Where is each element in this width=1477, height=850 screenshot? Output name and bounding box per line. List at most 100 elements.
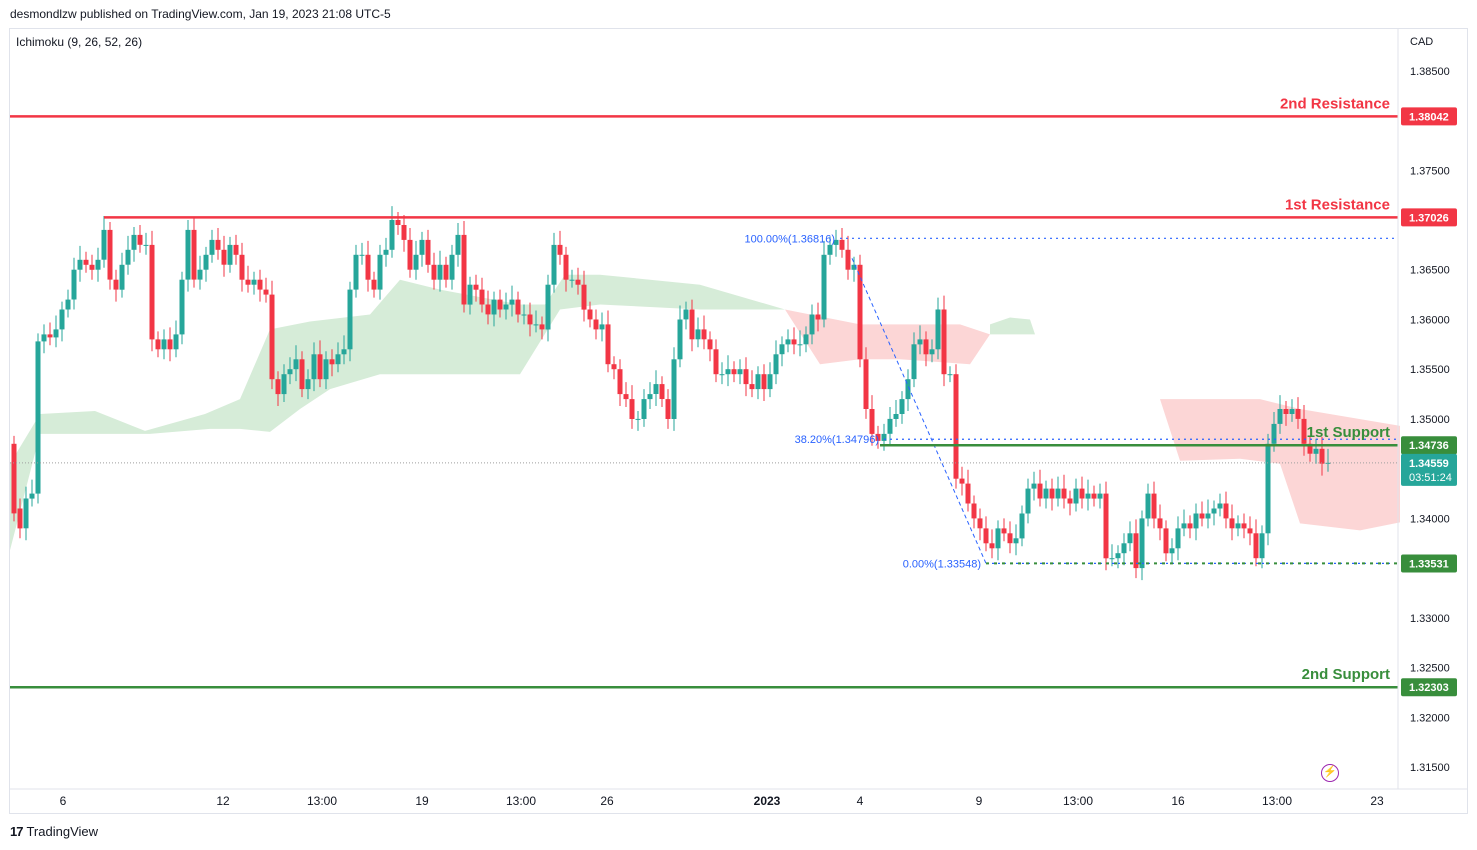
candle-down — [665, 399, 671, 419]
candle-up — [785, 339, 791, 345]
candle-down — [623, 394, 629, 400]
candle-up — [209, 239, 215, 255]
second-low-tag: 1.33531 — [1409, 558, 1449, 570]
candle-down — [1151, 493, 1157, 519]
candle-down — [299, 359, 305, 390]
candle-down — [137, 234, 143, 245]
candle-down — [1007, 533, 1013, 544]
candle-down — [443, 264, 449, 280]
candle-up — [737, 369, 743, 375]
candle-down — [563, 254, 569, 280]
candle-up — [779, 344, 785, 355]
candle-down — [479, 289, 485, 305]
candle-up — [1265, 443, 1271, 534]
candle-down — [167, 339, 173, 350]
candle-down — [461, 234, 467, 305]
candle-down — [515, 299, 521, 315]
candle-down — [1061, 488, 1067, 499]
current-price-tag-box — [1401, 453, 1457, 486]
candle-up — [1181, 523, 1187, 529]
candle-up — [671, 359, 677, 419]
candle-up — [719, 374, 725, 376]
candle-up — [1055, 488, 1061, 499]
candle-up — [359, 254, 365, 256]
candle-up — [1169, 548, 1175, 554]
candle-down — [857, 264, 863, 360]
indicator-label[interactable]: Ichimoku (9, 26, 52, 26) — [16, 35, 143, 49]
candle-up — [905, 379, 911, 400]
y-tick-label: 1.36000 — [1410, 314, 1450, 326]
candle-up — [533, 324, 539, 326]
candle-up — [767, 374, 773, 390]
candle-up — [173, 334, 179, 350]
candle-down — [1241, 523, 1247, 529]
candle-up — [803, 334, 809, 345]
candle-down — [1163, 528, 1169, 554]
candle-up — [1217, 503, 1223, 509]
level-name: 2nd Support — [1302, 666, 1390, 683]
candle-down — [689, 309, 695, 340]
tradingview-mark-icon: 17 — [10, 824, 24, 839]
candle-up — [419, 239, 425, 255]
candle-down — [1049, 488, 1055, 499]
candle-down — [923, 339, 929, 355]
candle-down — [431, 264, 437, 280]
candle-up — [1145, 493, 1151, 519]
candle-up — [1235, 523, 1241, 529]
candle-down — [407, 239, 413, 270]
candle-up — [347, 289, 353, 350]
candle-down — [1223, 503, 1229, 519]
candle-up — [521, 314, 527, 316]
level-price-tag: 1.38042 — [1409, 111, 1449, 123]
candle-down — [365, 254, 371, 280]
candle-down — [527, 314, 533, 325]
candle-down — [1307, 443, 1313, 454]
candle-down — [959, 478, 965, 484]
candle-up — [185, 229, 191, 280]
candle-up — [899, 399, 905, 414]
candle-up — [287, 369, 293, 375]
candle-up — [491, 299, 497, 315]
candle-up — [641, 399, 647, 419]
candle-down — [815, 314, 821, 320]
y-tick-label: 1.31500 — [1410, 762, 1450, 774]
candle-up — [53, 329, 59, 338]
candle-up — [725, 369, 731, 375]
y-tick-label: 1.33000 — [1410, 613, 1450, 625]
level-price-tag: 1.37026 — [1409, 212, 1449, 224]
candle-up — [23, 498, 29, 529]
y-tick-label: 1.35500 — [1410, 364, 1450, 376]
candle-up — [335, 354, 341, 365]
candle-down — [971, 503, 977, 519]
candle-up — [995, 528, 1001, 549]
candle-up — [1175, 528, 1181, 549]
candle-down — [233, 244, 239, 255]
candle-down — [701, 329, 707, 340]
candle-up — [311, 354, 317, 380]
candle-up — [377, 254, 383, 290]
candle-down — [425, 239, 431, 265]
candle-down — [629, 399, 635, 419]
x-tick-label: 9 — [976, 794, 983, 808]
fib-level-label: 100.00%(1.36816) — [744, 233, 835, 245]
candle-up — [653, 384, 659, 394]
candle-down — [269, 294, 275, 380]
tradingview-logo-text: TradingView — [26, 824, 99, 839]
candle-down — [17, 508, 23, 529]
candle-down — [1229, 518, 1235, 529]
candle-up — [1019, 513, 1025, 539]
candle-down — [371, 279, 377, 290]
candle-down — [731, 369, 737, 375]
x-tick-label: 26 — [600, 794, 614, 808]
tradingview-logo[interactable]: 17 TradingView — [10, 824, 98, 839]
candle-up — [383, 249, 389, 255]
candle-down — [1319, 448, 1325, 464]
candle-up — [1211, 508, 1217, 514]
lightning-icon[interactable]: ⚡ — [1321, 764, 1339, 782]
candle-up — [203, 254, 209, 270]
candle-down — [611, 364, 617, 370]
candle-up — [503, 304, 509, 310]
candle-up — [947, 374, 953, 376]
candle-up — [95, 259, 101, 270]
